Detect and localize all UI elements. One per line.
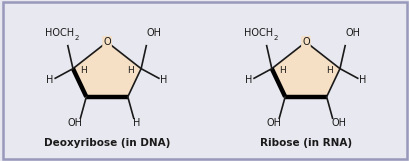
Text: Deoxyribose (in DNA): Deoxyribose (in DNA) [44,138,170,148]
Text: H: H [46,75,54,85]
Text: OH: OH [331,118,346,128]
Text: H: H [133,118,140,128]
Text: HOCH: HOCH [45,28,74,38]
Text: H: H [127,66,134,75]
Text: OH: OH [67,118,83,128]
Text: H: H [245,75,252,85]
Text: O: O [103,37,110,47]
Text: H: H [278,66,285,75]
Text: H: H [326,66,332,75]
Text: 2: 2 [74,35,79,41]
Text: Ribose (in RNA): Ribose (in RNA) [259,138,351,148]
Polygon shape [271,42,339,97]
Text: OH: OH [345,28,360,38]
Text: H: H [80,66,87,75]
Text: O: O [301,37,309,47]
Text: H: H [160,75,167,85]
Text: 2: 2 [272,35,277,41]
Text: OH: OH [266,118,281,128]
Text: H: H [358,75,366,85]
Polygon shape [73,42,141,97]
Text: OH: OH [146,28,162,38]
Text: HOCH: HOCH [243,28,272,38]
